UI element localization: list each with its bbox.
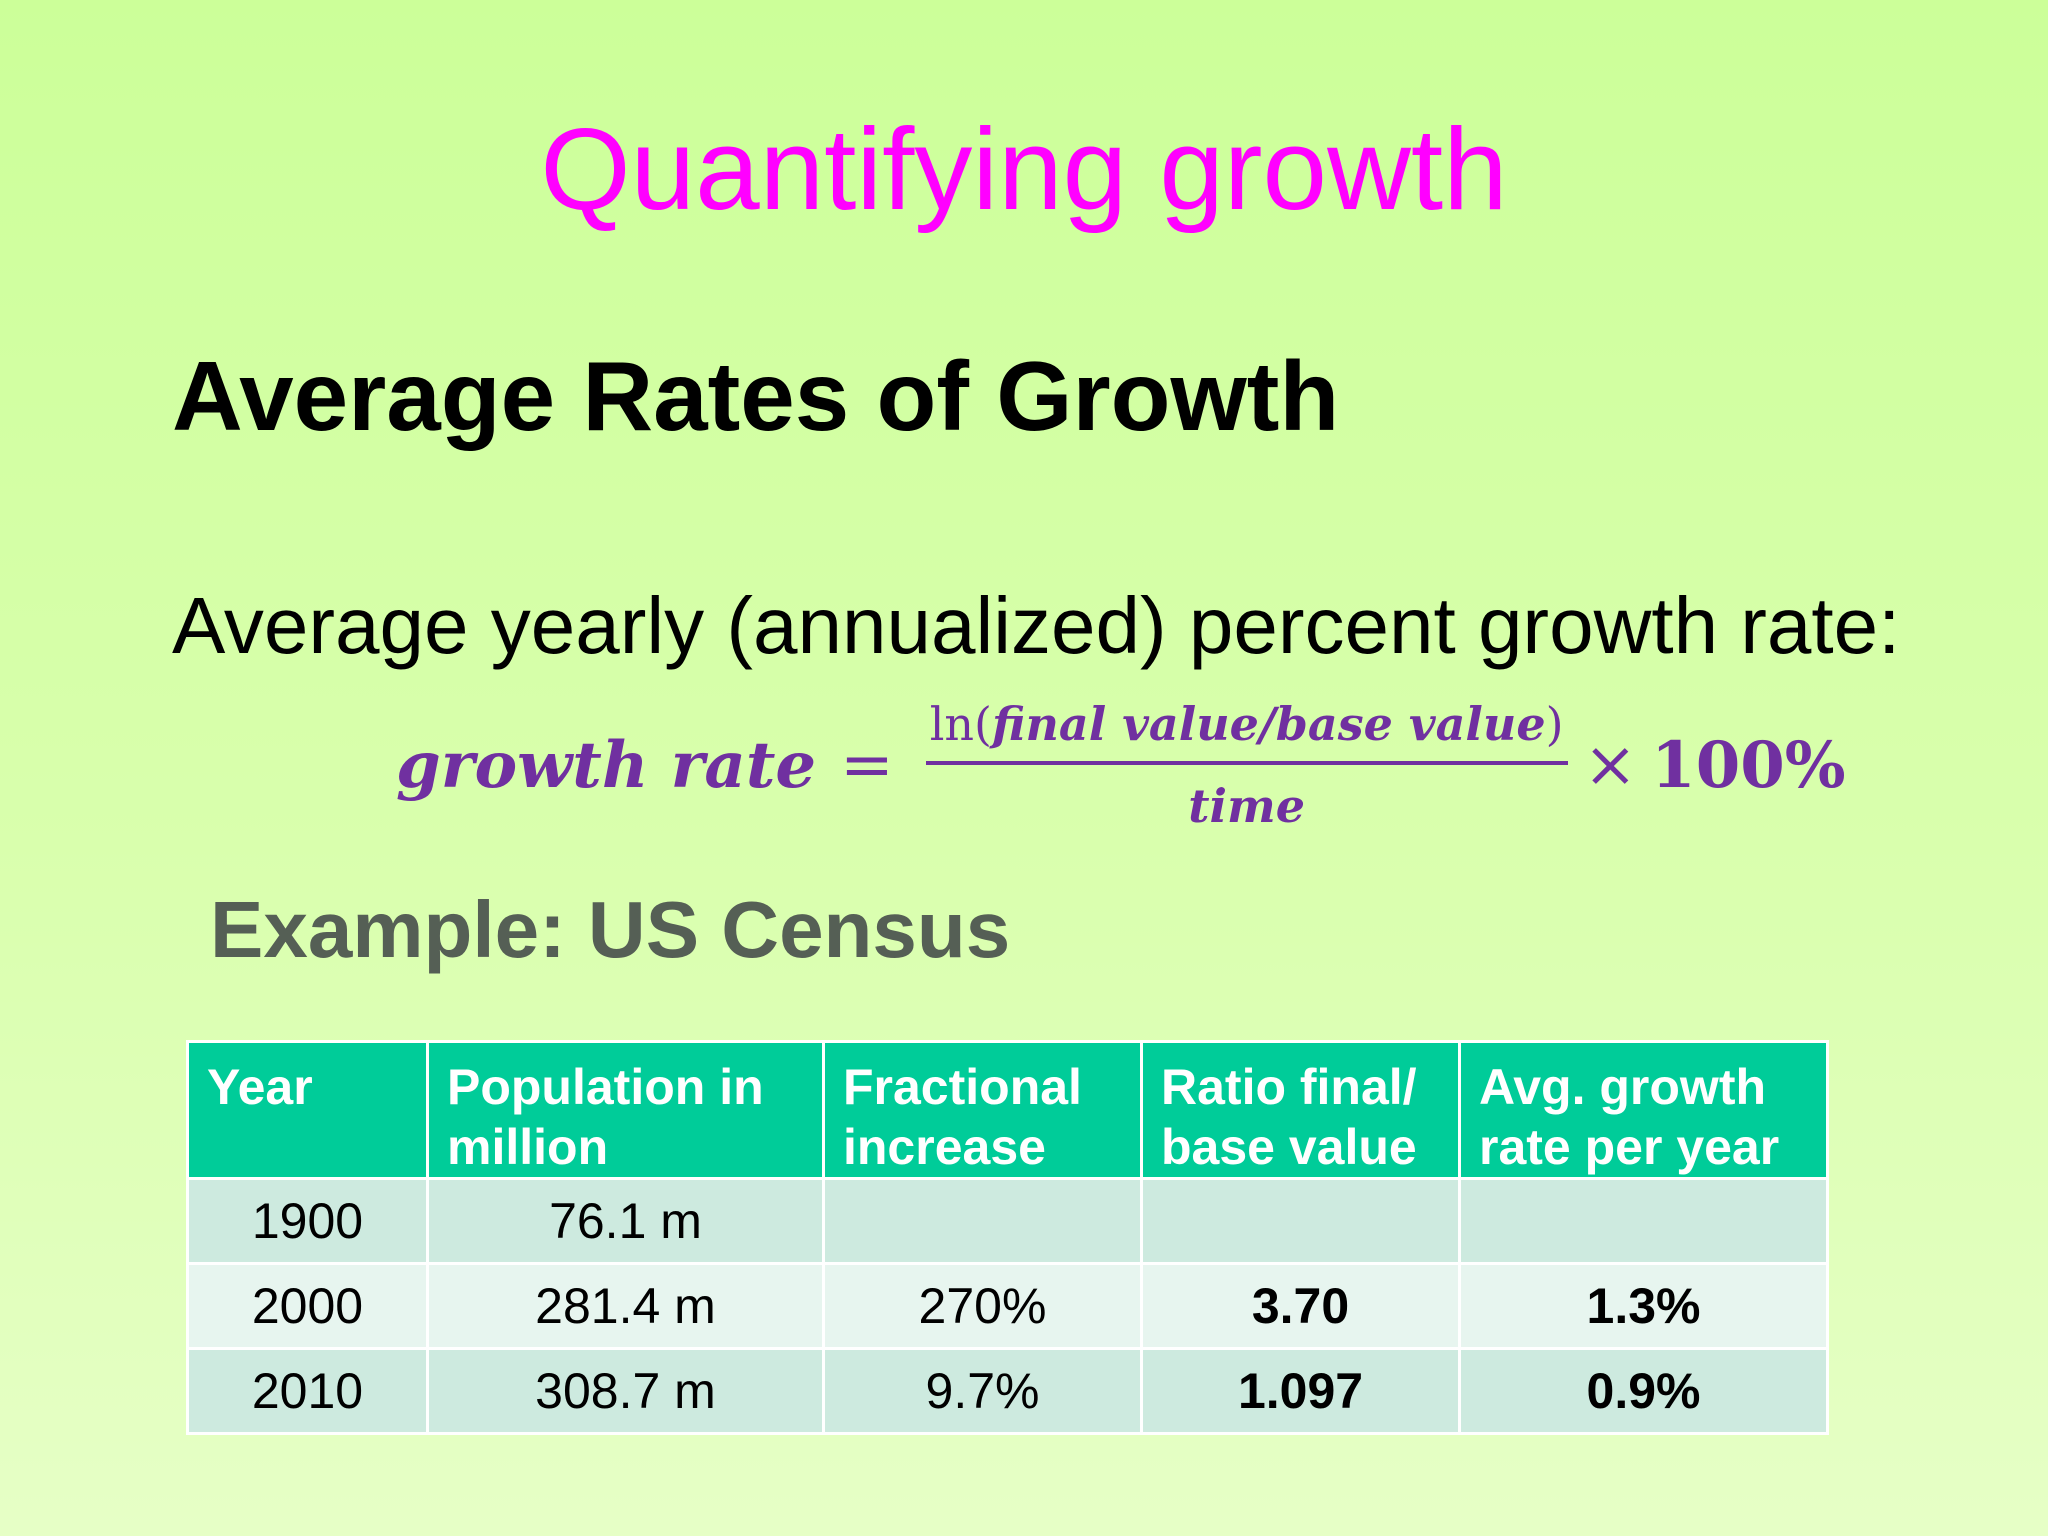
header-ratio: Ratio final/ base value [1140, 1040, 1461, 1180]
cell-rate: 1.3% [1458, 1262, 1829, 1350]
section-heading: Average Rates of Growth [172, 341, 1340, 451]
cell-fractional: 9.7% [822, 1347, 1143, 1435]
cell-population: 308.7 m [426, 1347, 825, 1435]
header-population: Population in million [426, 1040, 825, 1180]
formula-times: × [1583, 728, 1638, 802]
growth-rate-description: Average yearly (annualized) percent grow… [172, 581, 1901, 670]
formula-numerator-vars: final value/base value [992, 697, 1546, 751]
cell-rate [1458, 1177, 1829, 1265]
cell-rate: 0.9% [1458, 1347, 1829, 1435]
table-row: 2000 281.4 m 270% 3.70 1.3% [186, 1262, 1829, 1350]
cell-ratio [1140, 1177, 1461, 1265]
census-table: Year Population in million Fractional in… [186, 1040, 1829, 1435]
formula-percent: 100% [1651, 727, 1846, 803]
cell-fractional [822, 1177, 1143, 1265]
formula-ln: ln( [929, 697, 993, 751]
table-row: 1900 76.1 m [186, 1177, 1829, 1265]
cell-year: 2000 [186, 1262, 429, 1350]
header-fractional-increase: Fractional increase [822, 1040, 1143, 1180]
formula-equals: = [840, 728, 894, 802]
cell-ratio: 3.70 [1140, 1262, 1461, 1350]
cell-year: 2010 [186, 1347, 429, 1435]
cell-population: 281.4 m [426, 1262, 825, 1350]
formula-denominator: time [1188, 779, 1305, 833]
formula-close-paren: ) [1545, 697, 1564, 751]
slide-title: Quantifying growth [540, 104, 1508, 234]
example-heading: Example: US Census [210, 885, 1011, 974]
formula-fraction: ln(final value/base value) time [925, 697, 1568, 833]
header-year: Year [186, 1040, 429, 1180]
cell-fractional: 270% [822, 1262, 1143, 1350]
formula-lhs: growth rate [396, 727, 817, 803]
header-growth-rate: Avg. growth rate per year [1458, 1040, 1829, 1180]
cell-population: 76.1 m [426, 1177, 825, 1265]
table-header-row: Year Population in million Fractional in… [186, 1040, 1829, 1180]
table-row: 2010 308.7 m 9.7% 1.097 0.9% [186, 1347, 1829, 1435]
growth-rate-formula: growth rate = ln(final value/base value)… [396, 690, 1846, 840]
formula-numerator: ln(final value/base value) [925, 697, 1568, 765]
cell-ratio: 1.097 [1140, 1347, 1461, 1435]
cell-year: 1900 [186, 1177, 429, 1265]
